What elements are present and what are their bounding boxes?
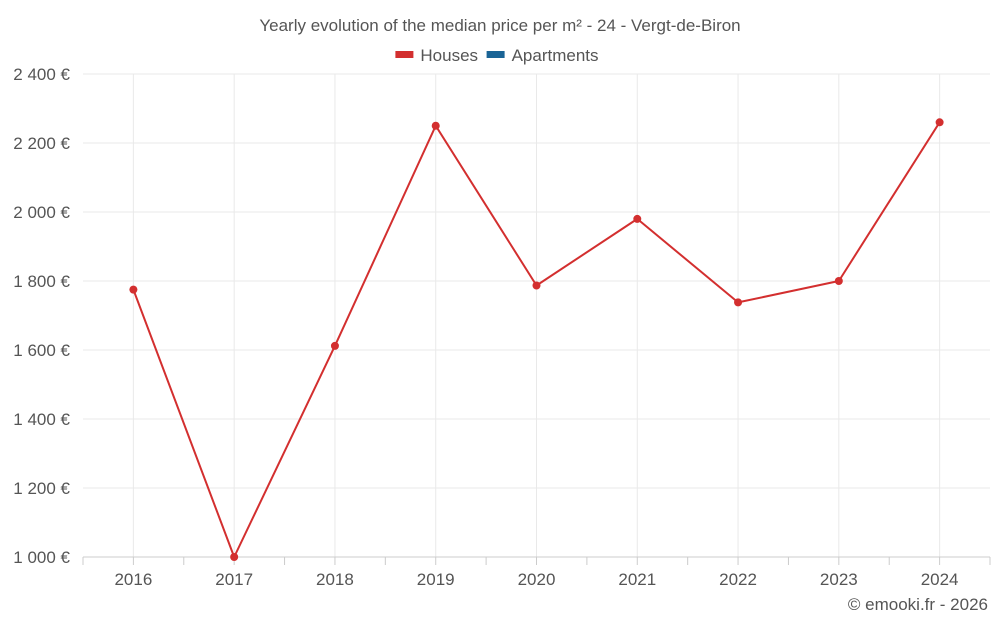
y-axis: 1 000 € 1 200 € 1 400 € 1 600 € 1 800 € 2 000…	[13, 65, 70, 567]
x-tick-label: 2022	[719, 570, 757, 589]
legend-swatch-apartments[interactable]	[486, 51, 505, 58]
credit: © emooki.fr - 2026	[848, 595, 988, 614]
data-point[interactable]	[935, 118, 944, 127]
y-tick-label: 1 200 €	[13, 479, 70, 498]
legend-label-apartments[interactable]: Apartments	[512, 46, 599, 65]
y-tick-label: 1 600 €	[13, 341, 70, 360]
y-tick-label: 2 400 €	[13, 65, 70, 84]
data-point[interactable]	[330, 341, 339, 350]
x-axis: 2016 2017 2018 2019 2020 2021 2022 2023 2024	[82, 556, 991, 589]
legend: Houses Apartments	[395, 46, 599, 65]
data-point[interactable]	[129, 285, 138, 294]
y-tick-label: 2 000 €	[13, 203, 70, 222]
x-tick-label: 2023	[820, 570, 858, 589]
legend-label-houses[interactable]: Houses	[420, 46, 478, 65]
data-point[interactable]	[734, 298, 743, 307]
x-tick-label: 2017	[215, 570, 253, 589]
series-layer	[129, 118, 944, 561]
x-tick-label: 2016	[114, 570, 152, 589]
y-tick-label: 1 000 €	[13, 548, 70, 567]
data-point[interactable]	[230, 553, 239, 561]
x-tick-label: 2019	[417, 570, 455, 589]
x-tick-label: 2024	[921, 570, 959, 589]
legend-swatch-houses[interactable]	[395, 51, 414, 58]
grid	[83, 73, 990, 557]
y-tick-label: 1 800 €	[13, 272, 70, 291]
data-point[interactable]	[431, 121, 440, 130]
x-tick-label: 2018	[316, 570, 354, 589]
y-tick-label: 2 200 €	[13, 134, 70, 153]
chart-title: Yearly evolution of the median price per…	[259, 16, 740, 35]
data-point[interactable]	[532, 281, 541, 290]
data-point[interactable]	[633, 214, 642, 223]
y-tick-label: 1 400 €	[13, 410, 70, 429]
x-tick-label: 2021	[618, 570, 656, 589]
data-point[interactable]	[834, 277, 843, 285]
x-tick-label: 2020	[518, 570, 556, 589]
